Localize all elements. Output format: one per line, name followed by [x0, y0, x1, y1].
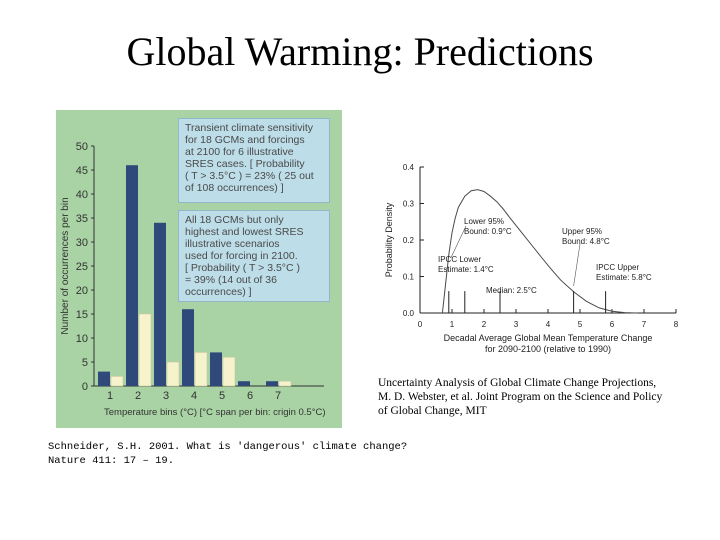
annotation-box-1: Transient climate sensitivity for 18 GCMs… — [178, 118, 330, 203]
y-tick-label: 15 — [76, 309, 88, 321]
annotation-box-2: All 18 GCMs but only highest and lowest S… — [178, 210, 330, 302]
marker-label: Median: 2.5°C — [486, 286, 537, 295]
annotation-line: All 18 GCMs but only — [185, 214, 284, 226]
y-tick-label: 35 — [76, 213, 88, 225]
histogram-bar — [138, 313, 152, 387]
marker-label: Estimate: 5.8°C — [596, 273, 652, 282]
marker-label: Bound: 4.8°C — [562, 237, 610, 246]
leader-line — [573, 243, 581, 287]
x-tick-label: 6 — [247, 390, 253, 402]
y-tick-label: 0.4 — [403, 163, 415, 172]
left-caption: Schneider, S.H. 2001. What is 'dangerous… — [48, 440, 408, 468]
y-tick-label: 10 — [76, 333, 88, 345]
annotation-line: illustrative scenarios — [185, 238, 280, 250]
x-tick-label: 7 — [275, 390, 281, 402]
marker-label: Estimate: 1.4°C — [438, 265, 494, 274]
leader-line — [450, 225, 467, 259]
histogram-bar — [222, 356, 236, 387]
annotation-line: for 18 GCMs and forcings — [185, 134, 305, 146]
y-tick-label: 0.1 — [403, 273, 415, 282]
y-tick-label: 5 — [82, 357, 88, 369]
annotation-line: SRES cases. [ Probability — [185, 158, 305, 170]
right-caption: Uncertainty Analysis of Global Climate C… — [378, 376, 708, 418]
histogram-bar — [154, 222, 166, 386]
y-tick-label: 25 — [76, 261, 88, 273]
annotation-line: highest and lowest SRES — [185, 226, 304, 238]
annotation-line: = 39% (14 out of 36 — [185, 274, 277, 286]
slide-title: Global Warming: Predictions — [126, 29, 594, 74]
y-tick-label: 30 — [76, 237, 88, 249]
y-tick-label: 0.2 — [403, 236, 415, 245]
y-axis-label: Probability Density — [384, 202, 394, 277]
marker-label: Upper 95% — [562, 227, 602, 236]
histogram-bar — [266, 381, 278, 386]
annotation-line: of 108 occurrences) ] — [185, 182, 284, 194]
x-tick-label: 7 — [642, 320, 647, 329]
x-tick-label: 6 — [610, 320, 615, 329]
right-caption-line: of Global Change, MIT — [378, 405, 487, 417]
y-axis-label: Number of occurrences per bin — [60, 197, 71, 334]
right-caption-line: M. D. Webster, et al. Joint Program on t… — [378, 391, 663, 403]
histogram-bar — [110, 376, 124, 387]
density-curve — [441, 189, 638, 314]
histogram-bar — [194, 352, 208, 387]
left-caption-line: Schneider, S.H. 2001. What is 'dangerous… — [48, 441, 408, 453]
histogram-bar — [210, 352, 222, 386]
marker-label: IPCC Lower — [438, 255, 481, 264]
y-tick-label: 0.0 — [403, 309, 415, 318]
x-axis-label: Temperature bins (°C) [°C span per bin: … — [104, 407, 326, 418]
histogram-bar — [98, 371, 110, 386]
marker-label: Bound: 0.9°C — [464, 227, 512, 236]
x-axis-label: for 2090-2100 (relative to 1990) — [485, 344, 611, 354]
annotation-line: [ Probability ( T > 3.5°C ) — [185, 262, 300, 274]
x-tick-label: 3 — [163, 390, 169, 402]
x-axis-label: Decadal Average Global Mean Temperature … — [444, 333, 653, 343]
x-tick-label: 1 — [450, 320, 455, 329]
probability-density-chart: 0.0 0.1 0.2 0.3 0.4 0 1 2 3 4 5 6 7 8 Probability Dens… — [384, 163, 679, 354]
marker-label: IPCC Upper — [596, 263, 639, 272]
x-tick-label: 3 — [514, 320, 519, 329]
histogram-bar — [278, 380, 292, 387]
histogram-bar — [166, 361, 180, 387]
annotation-line: Transient climate sensitivity — [185, 122, 313, 134]
y-tick-label: 40 — [76, 189, 88, 201]
left-caption-line: Nature 411: 17 – 19. — [48, 455, 175, 467]
marker-label: Lower 95% — [464, 217, 504, 226]
y-tick-label: 0 — [82, 381, 88, 393]
x-tick-label: 4 — [191, 390, 197, 402]
y-tick-label: 20 — [76, 285, 88, 297]
x-tick-label: 4 — [546, 320, 551, 329]
x-tick-label: 1 — [107, 390, 113, 402]
y-tick-label: 50 — [76, 141, 88, 153]
annotation-line: occurrences) ] — [185, 286, 252, 298]
annotation-line: at 2100 for 6 illustrative — [185, 146, 294, 158]
y-tick-label: 45 — [76, 165, 88, 177]
right-caption-line: Uncertainty Analysis of Global Climate C… — [378, 377, 657, 389]
x-tick-label: 5 — [219, 390, 225, 402]
histogram-bar — [126, 165, 138, 386]
annotation-line: ( T > 3.5°C ) = 23% ( 25 out — [185, 170, 314, 182]
x-tick-label: 2 — [482, 320, 487, 329]
histogram-bar — [182, 309, 194, 386]
histogram-panel: 0 5 10 15 20 25 30 35 40 45 50 1 2 3 4 5 6 7 Temperature b… — [56, 110, 342, 428]
histogram-bar — [238, 381, 250, 386]
x-tick-label: 0 — [418, 320, 423, 329]
x-tick-label: 5 — [578, 320, 583, 329]
x-tick-label: 8 — [674, 320, 679, 329]
y-tick-label: 0.3 — [403, 200, 415, 209]
annotation-line: used for forcing in 2100. — [185, 250, 298, 262]
x-tick-label: 2 — [135, 390, 141, 402]
